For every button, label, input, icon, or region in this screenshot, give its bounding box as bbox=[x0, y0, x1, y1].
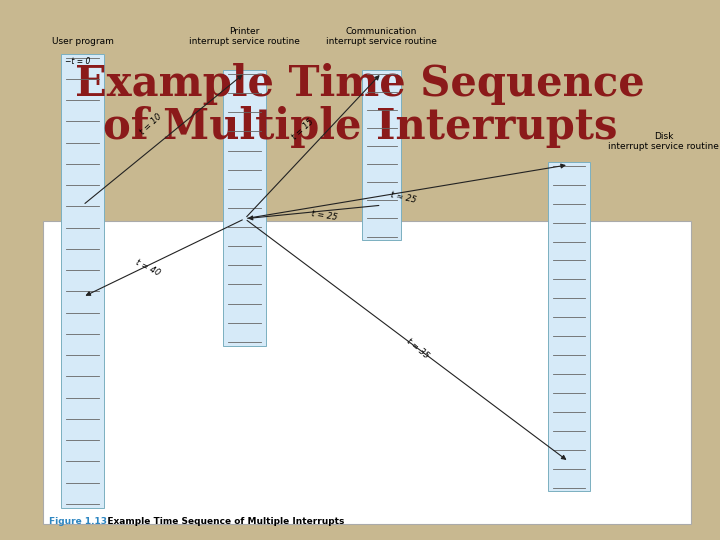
Text: Disk
interrupt service routine: Disk interrupt service routine bbox=[608, 132, 719, 151]
Text: t ≈ 25: t ≈ 25 bbox=[390, 190, 417, 205]
Text: Example Time Sequence of Multiple Interrupts: Example Time Sequence of Multiple Interr… bbox=[98, 517, 344, 526]
Bar bbox=[43, 221, 691, 524]
Bar bbox=[61, 54, 104, 508]
Bar bbox=[362, 70, 402, 240]
Text: t = 35: t = 35 bbox=[405, 336, 431, 360]
Bar bbox=[223, 70, 266, 346]
Text: −t = 0: −t = 0 bbox=[65, 57, 90, 66]
Text: t = 15: t = 15 bbox=[289, 117, 315, 142]
Text: Communication
interrupt service routine: Communication interrupt service routine bbox=[326, 26, 437, 46]
Text: Example Time Sequence: Example Time Sequence bbox=[75, 63, 645, 105]
Text: of Multiple Interrupts: of Multiple Interrupts bbox=[103, 106, 617, 148]
Text: Printer
interrupt service routine: Printer interrupt service routine bbox=[189, 26, 300, 46]
Text: t = 40: t = 40 bbox=[134, 258, 161, 277]
Text: t = 10: t = 10 bbox=[138, 112, 164, 137]
Text: User program: User program bbox=[52, 37, 114, 46]
Text: t = 25: t = 25 bbox=[310, 210, 338, 222]
Text: Figure 1.13: Figure 1.13 bbox=[49, 517, 107, 526]
Bar bbox=[548, 162, 590, 491]
